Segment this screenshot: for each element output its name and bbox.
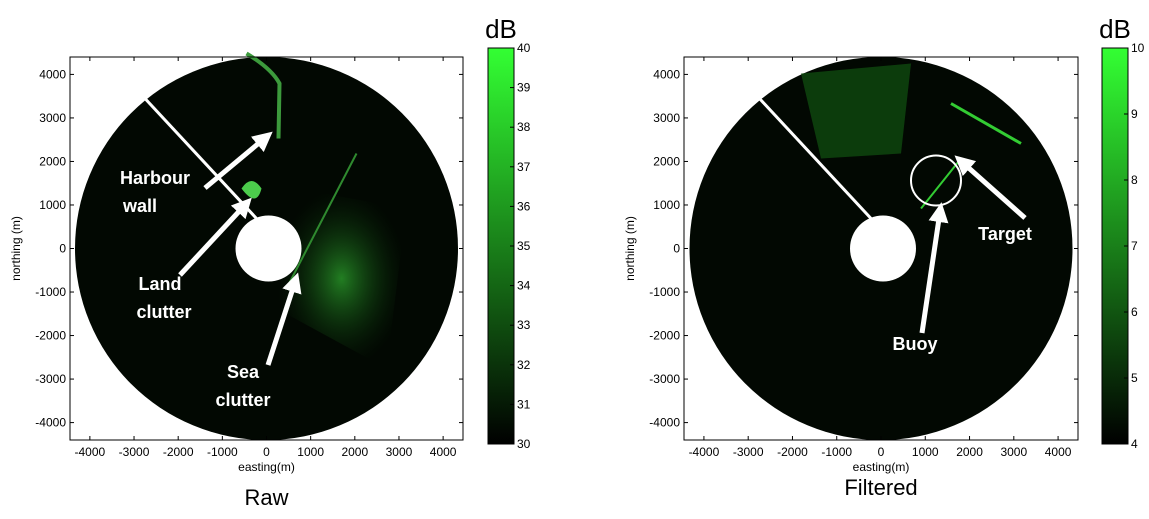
x-tick-label: 1000: [297, 445, 324, 459]
annotation-arrow: [203, 131, 273, 190]
x-tick-label: -2000: [163, 445, 194, 459]
blank-sector: [751, 90, 873, 220]
annotation: Buoy: [893, 334, 938, 354]
y-tick-label: 0: [59, 242, 66, 256]
annotation-arrow: [919, 202, 949, 334]
x-tick-label: -3000: [119, 445, 150, 459]
colorbar-tick-label: 35: [517, 239, 531, 253]
x-tick-label: -1000: [207, 445, 238, 459]
y-tick-label: -3000: [35, 372, 66, 386]
colorbar-tick-label: 6: [1131, 305, 1138, 319]
blank-sector: [137, 90, 258, 220]
x-tick-label: -3000: [733, 445, 764, 459]
colorbar-tick-label: 10: [1131, 41, 1145, 55]
annotation: wall: [122, 196, 157, 216]
x-tick-label: 4000: [430, 445, 457, 459]
annotation: Land: [139, 274, 182, 294]
colorbar: [487, 47, 515, 445]
colorbar-tick-label: 32: [517, 358, 531, 372]
y-tick-label: -4000: [649, 416, 680, 430]
x-tick-label: -4000: [689, 445, 720, 459]
colorbar-tick-label: 30: [517, 437, 531, 451]
y-tick-label: -1000: [35, 285, 66, 299]
sea-clutter: [276, 188, 407, 369]
y-tick-label: 4000: [653, 67, 680, 81]
caption: Filtered: [844, 475, 917, 500]
land-clutter: [801, 63, 911, 159]
annotation-arrow: [954, 155, 1027, 220]
annotation-arrow: [265, 272, 302, 366]
y-axis-label: northing (m): [9, 216, 23, 281]
x-tick-label: 2000: [956, 445, 983, 459]
colorbar-tick-label: 31: [517, 397, 531, 411]
colorbar-tick-label: 36: [517, 199, 531, 213]
y-tick-label: -2000: [649, 329, 680, 343]
y-tick-label: 3000: [39, 111, 66, 125]
annotation: clutter: [136, 302, 191, 322]
colorbar-tick-label: 38: [517, 120, 531, 134]
y-tick-label: -3000: [649, 372, 680, 386]
x-tick-label: 2000: [341, 445, 368, 459]
y-tick-label: 4000: [39, 67, 66, 81]
x-axis-label: easting(m): [853, 460, 910, 474]
colorbar-tick-label: 7: [1131, 239, 1138, 253]
y-tick-label: 2000: [653, 154, 680, 168]
x-tick-label: 3000: [386, 445, 413, 459]
x-tick-label: 1000: [912, 445, 939, 459]
y-tick-label: 1000: [653, 198, 680, 212]
colorbar: [1101, 47, 1129, 445]
colorbar-tick-label: 8: [1131, 173, 1138, 187]
blind-zone: [235, 215, 302, 282]
annotation: Target: [978, 224, 1032, 244]
y-tick-label: 3000: [653, 111, 680, 125]
x-tick-label: 0: [878, 445, 885, 459]
y-tick-label: -1000: [649, 285, 680, 299]
x-tick-label: 0: [263, 445, 270, 459]
annotation: clutter: [215, 390, 270, 410]
x-tick-label: 3000: [1000, 445, 1027, 459]
y-tick-label: 0: [673, 242, 680, 256]
y-axis-label: northing (m): [623, 216, 637, 281]
x-tick-label: 4000: [1045, 445, 1072, 459]
y-tick-label: 2000: [39, 154, 66, 168]
colorbar-tick-label: 39: [517, 81, 531, 95]
colorbar-tick-label: 33: [517, 318, 531, 332]
x-axis-label: easting(m): [238, 460, 295, 474]
y-tick-label: 1000: [39, 198, 66, 212]
colorbar-tick-label: 37: [517, 160, 531, 174]
streak: [285, 153, 358, 289]
colorbar-tick-label: 9: [1131, 107, 1138, 121]
annotation-arrow: [178, 197, 252, 277]
x-tick-label: -4000: [75, 445, 106, 459]
colorbar-tick-label: 34: [517, 279, 531, 293]
annotation: Harbour: [120, 168, 190, 188]
x-tick-label: -2000: [777, 445, 808, 459]
land-clutter: [241, 181, 262, 199]
y-tick-label: -2000: [35, 329, 66, 343]
colorbar-title: dB: [485, 14, 517, 44]
colorbar-tick-label: 5: [1131, 371, 1138, 385]
x-tick-label: -1000: [821, 445, 852, 459]
streak: [950, 102, 1022, 145]
caption: Raw: [244, 485, 288, 510]
colorbar-tick-label: 40: [517, 41, 531, 55]
colorbar-tick-label: 4: [1131, 437, 1138, 451]
y-tick-label: -4000: [35, 416, 66, 430]
blind-zone: [850, 215, 916, 282]
colorbar-title: dB: [1099, 14, 1131, 44]
streak: [920, 157, 962, 210]
annotation: Sea: [227, 362, 260, 382]
